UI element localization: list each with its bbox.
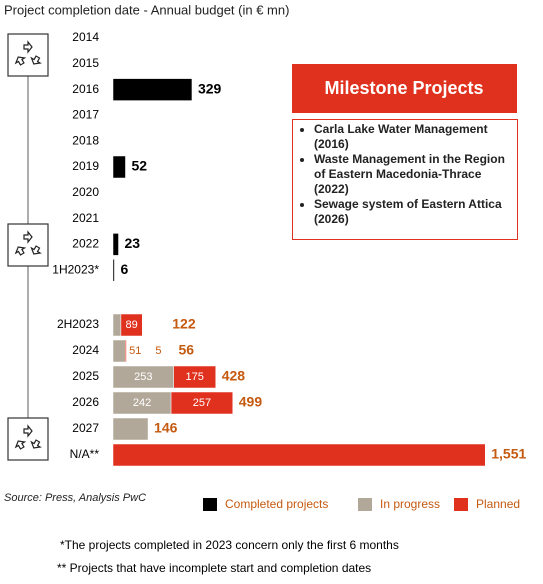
milestone-header [292, 64, 517, 113]
y-tick-label: 2024 [72, 343, 99, 357]
icon-arrow [30, 55, 42, 65]
y-tick-label: 2021 [72, 211, 99, 225]
bar-segment [112, 78, 193, 101]
icon-arrow [23, 230, 33, 244]
total-label: 23 [125, 235, 141, 251]
bar-segment [112, 155, 126, 179]
y-tick-label: 2026 [72, 395, 99, 409]
segment-label: 242 [133, 397, 151, 409]
total-label: 122 [172, 316, 196, 332]
y-tick-label: 2015 [72, 56, 99, 70]
icon-arrow [23, 40, 33, 54]
bar-segment [112, 443, 486, 467]
bar-segment [112, 417, 149, 441]
segment-label: 175 [186, 371, 204, 383]
bar-segment [170, 391, 234, 415]
milestone-list: Carla Lake Water Management (2016) Waste… [296, 122, 516, 227]
y-tick-label: 2019 [72, 159, 99, 173]
y-tick-label: 2025 [72, 369, 99, 383]
milestone-list-wrap: Carla Lake Water Management (2016) Waste… [296, 122, 516, 238]
icon-box [7, 33, 49, 77]
bar-segment [173, 365, 216, 389]
legend-label: In progress [380, 497, 440, 511]
milestone-box [292, 119, 518, 240]
bar-segment [112, 339, 126, 363]
legend-label: Planned [476, 497, 520, 511]
y-tick-label: 2014 [72, 30, 99, 44]
segment-label: 253 [134, 371, 152, 383]
footnote: ** Projects that have incomplete start a… [57, 561, 371, 575]
bar-segment [112, 313, 122, 337]
bar-segment [120, 313, 143, 337]
milestone-title: Milestone Projects [324, 78, 483, 98]
segment-label: 5 [155, 345, 161, 357]
segment-label: 89 [125, 319, 137, 331]
y-tick-label: 1H2023* [52, 262, 99, 276]
total-label: 428 [222, 368, 246, 384]
milestone-item: Carla Lake Water Management (2016) [314, 122, 516, 152]
total-label: 56 [178, 342, 194, 358]
y-tick-label: 2022 [72, 237, 99, 251]
total-label: 146 [154, 420, 178, 436]
bar-segment [124, 339, 127, 363]
bar-segment [112, 258, 115, 282]
segment-label: 51 [129, 345, 141, 357]
y-tick-label: 2H2023 [57, 317, 99, 331]
y-tick-label: 2016 [72, 82, 99, 96]
bar-segment [112, 233, 119, 256]
y-tick-label: 2027 [72, 421, 99, 435]
y-tick-label: 2017 [72, 108, 99, 122]
icon-arrow [14, 440, 27, 450]
milestone-item: Waste Management in the Region of Easter… [314, 152, 516, 197]
icon-box [7, 223, 49, 267]
y-tick-label: 2020 [72, 185, 99, 199]
legend-swatch [454, 498, 468, 511]
source: Source: Press, Analysis PwC [4, 492, 146, 504]
icon-arrow [14, 56, 27, 66]
icon-arrow [30, 245, 42, 255]
recycle-icons [7, 33, 49, 461]
total-label: 1,551 [491, 446, 526, 462]
icon-box [7, 417, 49, 461]
legend-swatch [358, 498, 372, 511]
legend-swatch [203, 498, 217, 511]
total-label: 329 [198, 80, 222, 96]
total-label: 52 [131, 158, 147, 174]
icon-arrow [30, 439, 42, 449]
chart-title: Project completion date - Annual budget … [4, 2, 289, 17]
total-label: 6 [120, 261, 128, 277]
y-tick-label: 2018 [72, 133, 99, 147]
legend-label: Completed projects [225, 497, 328, 511]
segment-label: 257 [193, 397, 211, 409]
footnote: *The projects completed in 2023 concern … [60, 538, 399, 552]
milestone-item: Sewage system of Eastern Attica (2026) [314, 197, 516, 227]
y-tick-label: N/A** [70, 447, 100, 461]
total-label: 499 [239, 394, 263, 410]
icon-arrow [23, 424, 33, 438]
icon-arrow [14, 246, 27, 256]
